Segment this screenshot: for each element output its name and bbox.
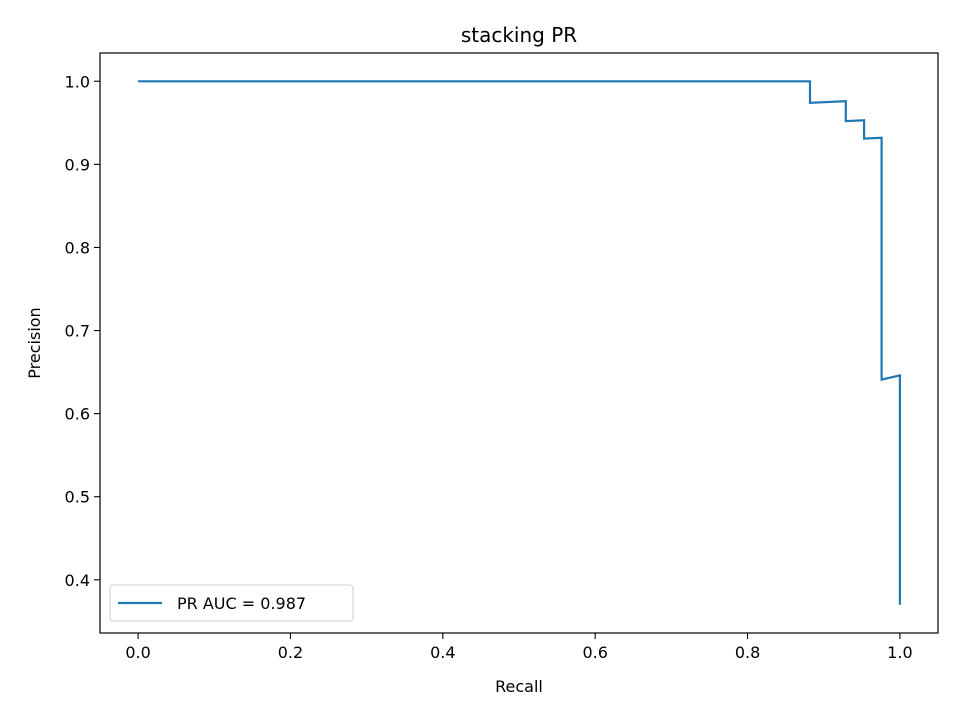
plot-frame xyxy=(99,52,939,634)
y-tick-label: 1.0 xyxy=(65,72,90,91)
legend-box xyxy=(109,584,354,622)
y-tick-label: 0.8 xyxy=(65,238,90,257)
y-tick-label: 0.4 xyxy=(65,571,90,590)
x-tick-label: 0.8 xyxy=(735,643,760,662)
x-axis-ticks: 0.0 0.2 0.4 0.6 0.8 1.0 xyxy=(125,633,913,662)
y-tick-label: 0.6 xyxy=(65,405,90,424)
x-tick-label: 0.4 xyxy=(430,643,455,662)
chart-title: stacking PR xyxy=(461,23,577,47)
x-tick-label: 0.0 xyxy=(125,643,150,662)
legend-label: PR AUC = 0.987 xyxy=(177,594,306,613)
y-tick-label: 0.9 xyxy=(65,155,90,174)
pr-curve-line xyxy=(138,80,901,605)
legend: PR AUC = 0.987 xyxy=(109,584,354,622)
y-tick-label: 0.7 xyxy=(65,322,90,341)
y-axis-label: Precision xyxy=(25,307,44,378)
x-axis-label: Recall xyxy=(495,677,543,696)
y-tick-label: 0.5 xyxy=(65,488,90,507)
x-tick-label: 0.6 xyxy=(582,643,607,662)
x-tick-label: 1.0 xyxy=(887,643,912,662)
y-axis-ticks: 0.4 0.5 0.6 0.7 0.8 0.9 1.0 xyxy=(65,72,100,590)
x-tick-label: 0.2 xyxy=(278,643,303,662)
